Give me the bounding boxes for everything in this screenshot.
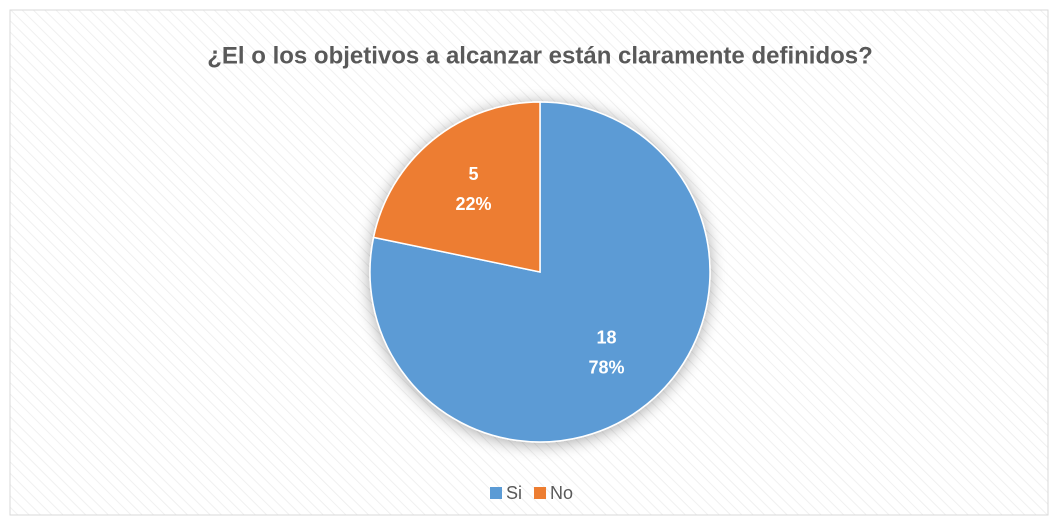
pie-slice	[369, 101, 711, 443]
percent-label: 22%	[455, 194, 491, 214]
legend-swatch	[534, 487, 547, 499]
chart-title: ¿El o los objetivos a alcanzar están cla…	[207, 42, 873, 69]
legend-label: Si	[506, 483, 522, 503]
data-label: 5	[468, 164, 478, 184]
percent-label: 78%	[589, 358, 625, 378]
legend-label: No	[550, 483, 573, 503]
pie	[369, 101, 711, 443]
pie-slice	[372, 101, 541, 273]
data-label: 18	[597, 328, 617, 348]
legend-swatch	[490, 487, 502, 499]
